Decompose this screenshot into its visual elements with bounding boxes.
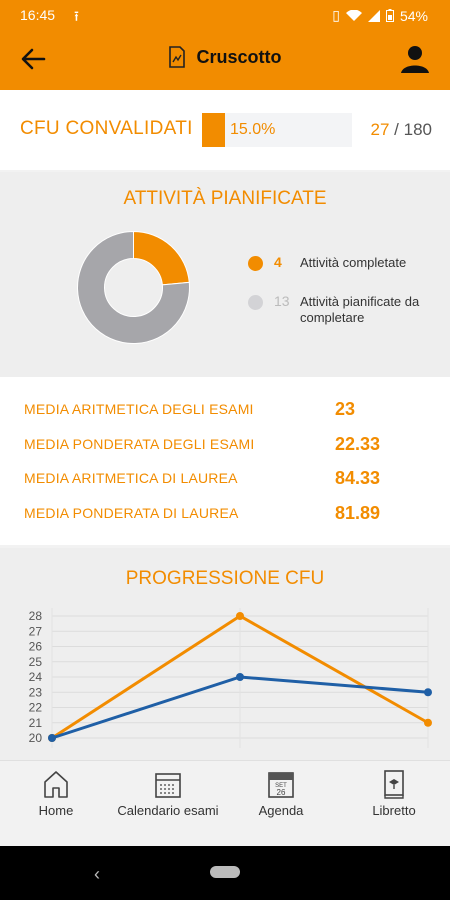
series-1-point: [236, 673, 244, 681]
planned-dot: [248, 295, 263, 310]
donut-slice-planned: [77, 230, 190, 344]
average-value: 23: [335, 399, 356, 419]
upload-icon: ⭱: [74, 8, 79, 24]
nav-libretto[interactable]: Libretto: [338, 769, 450, 818]
system-home-pill[interactable]: [210, 866, 240, 878]
average-label: MEDIA PONDERATA DI LAUREA: [24, 505, 239, 521]
page-title: Cruscotto: [196, 46, 282, 67]
battery-icon: [385, 9, 394, 22]
donut-slice-completed: [133, 230, 190, 286]
cfu-separator: /: [394, 120, 399, 139]
nav-home[interactable]: Home: [0, 769, 112, 818]
y-tick-label: 25: [29, 655, 43, 669]
vibrate-icon: ▯: [332, 7, 340, 23]
system-back-icon[interactable]: ‹: [94, 864, 100, 884]
y-tick-label: 26: [29, 640, 43, 654]
cfu-progress-fill: [202, 113, 225, 147]
average-label: MEDIA ARITMETICA DEGLI ESAMI: [24, 401, 254, 417]
cfu-count: 27 / 180: [371, 120, 433, 140]
nav-agenda[interactable]: SET 26 Agenda: [225, 769, 337, 818]
y-tick-label: 24: [29, 670, 43, 684]
cfu-progression-section: PROGRESSIONE CFU 20 21 22 23 24 25 26 27 28: [0, 548, 450, 760]
cfu-percent: 15.0%: [230, 121, 276, 138]
agenda-icon-month: SET: [275, 783, 287, 789]
average-value: 84.33: [335, 468, 381, 488]
planned-activities-heading: ATTIVITÀ PIANIFICATE: [123, 188, 327, 209]
cfu-earned: 27: [370, 120, 390, 139]
app-bar: Cruscotto: [0, 30, 450, 90]
agenda-icon: SET 26: [268, 772, 294, 798]
system-navigation-bar: ‹: [0, 846, 450, 900]
calendar-icon: [155, 773, 181, 798]
averages-section: MEDIA ARITMETICA DEGLI ESAMI 23 MEDIA PO…: [0, 377, 450, 545]
back-arrow-icon[interactable]: [20, 46, 46, 72]
battery-level: 54%: [399, 7, 428, 24]
average-label: MEDIA ARITMETICA DI LAUREA: [24, 470, 238, 486]
home-icon: [44, 771, 68, 798]
average-label: MEDIA PONDERATA DEGLI ESAMI: [24, 436, 255, 452]
nav-agenda-label: Agenda: [258, 803, 304, 818]
planned-value: 13: [274, 293, 290, 309]
booklet-icon: [384, 770, 404, 799]
wifi-icon: [345, 9, 362, 21]
series-1-point: [424, 688, 432, 697]
nav-libretto-label: Libretto: [372, 803, 416, 818]
status-bar: 16:45 ⭱ ▯ 54%: [0, 0, 450, 30]
average-row: MEDIA ARITMETICA DEGLI ESAMI 23: [24, 397, 424, 423]
nav-calendario-label: Calendario esami: [117, 803, 219, 818]
activities-donut-chart: [77, 230, 190, 344]
cfu-summary-card: CFU CONVALIDATI 15.0% 27 / 180: [0, 90, 450, 170]
cfu-progress-bar: 15.0%: [202, 113, 352, 147]
status-time: 16:45: [20, 7, 56, 23]
average-row: MEDIA PONDERATA DEGLI ESAMI 22.33: [24, 432, 424, 458]
completed-label: Attività completate: [300, 255, 407, 270]
y-tick-label: 27: [29, 624, 43, 638]
y-tick-label: 22: [29, 701, 43, 715]
average-row: MEDIA PONDERATA DI LAUREA 81.89: [24, 501, 424, 527]
completed-dot: [248, 256, 263, 271]
y-tick-label: 21: [29, 716, 43, 730]
y-tick-label: 23: [29, 685, 43, 699]
bottom-navigation: Home Calendario esami SET 26 Agenda Libr…: [0, 760, 450, 847]
y-tick-label: 20: [29, 731, 43, 745]
average-value: 81.89: [335, 503, 381, 523]
cfu-progression-heading: PROGRESSIONE CFU: [125, 568, 325, 589]
signal-icon: [367, 9, 380, 22]
series-0-point: [424, 718, 432, 727]
nav-home-label: Home: [38, 803, 74, 818]
cfu-label: CFU CONVALIDATI: [20, 118, 193, 139]
cfu-total: 180: [403, 120, 432, 139]
status-icons: ▯ 54%: [332, 7, 428, 24]
agenda-icon-day: 26: [277, 788, 286, 797]
planned-activities-section: ATTIVITÀ PIANIFICATE 4 Attività completa…: [0, 172, 450, 377]
planned-label: Attività pianificate da completare: [300, 294, 420, 325]
user-profile-icon[interactable]: [400, 44, 430, 74]
series-1-point: [48, 734, 56, 742]
series-0-point: [236, 612, 244, 620]
nav-calendario-esami[interactable]: Calendario esami: [112, 769, 224, 818]
dashboard-document-icon: [168, 46, 185, 68]
average-row: MEDIA ARITMETICA DI LAUREA 84.33: [24, 466, 424, 492]
app-title-group: Cruscotto: [0, 46, 450, 68]
y-tick-label: 28: [29, 609, 43, 623]
completed-value: 4: [274, 254, 282, 270]
average-value: 22.33: [335, 434, 381, 454]
